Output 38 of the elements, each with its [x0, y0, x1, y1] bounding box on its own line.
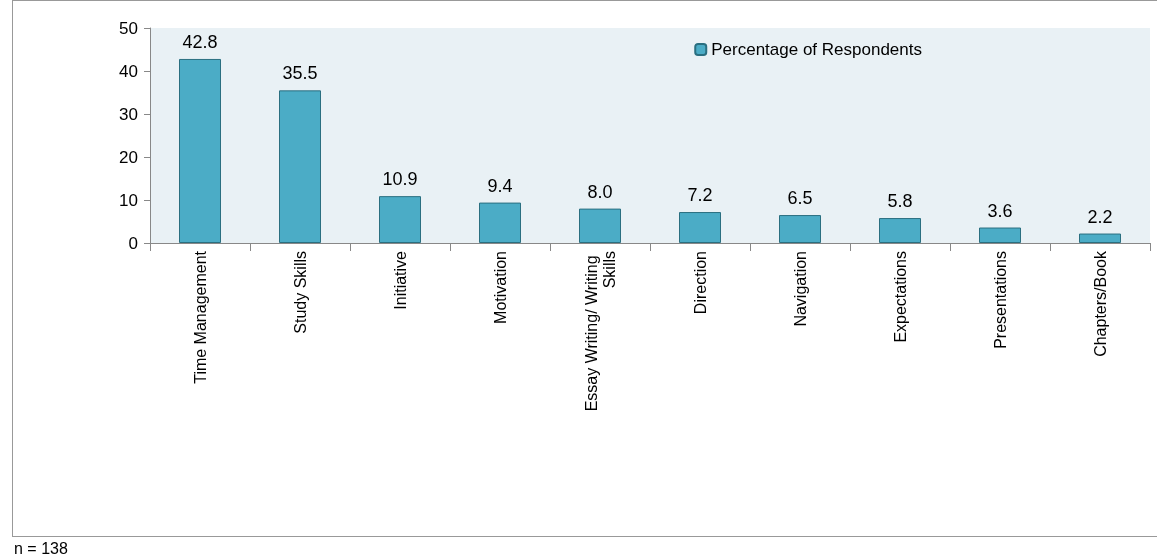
x-tick-label: Direction — [691, 251, 709, 315]
y-tick-label: 40 — [119, 61, 138, 81]
bar — [279, 90, 321, 243]
text: 35.5 — [282, 63, 318, 84]
text: 10.9 — [382, 169, 418, 190]
text: n = 138 — [14, 540, 68, 558]
bar — [379, 196, 421, 243]
y-tick-label: 10 — [119, 190, 138, 210]
bar — [779, 215, 821, 243]
y-tick-label: 50 — [119, 18, 138, 38]
legend-label: Percentage of Respondents — [711, 40, 923, 59]
text: 6.5 — [787, 188, 813, 209]
x-tick-label: Expectations — [891, 251, 909, 343]
bar — [479, 202, 521, 243]
bar — [579, 208, 621, 243]
text: 3.6 — [987, 200, 1013, 221]
bar — [1079, 233, 1121, 243]
bar — [679, 212, 721, 243]
text: 7.2 — [687, 185, 713, 206]
text: 8.0 — [587, 181, 613, 202]
bar — [879, 218, 921, 243]
y-tick-label: 20 — [119, 147, 138, 167]
x-tick-label: Essay Writing/ Writing Skills — [582, 251, 618, 412]
text: 42.8 — [182, 31, 218, 52]
text: 9.4 — [487, 175, 513, 196]
y-tick-label: 30 — [119, 104, 138, 124]
text: 5.8 — [887, 191, 913, 212]
x-tick-label: Time Management — [191, 250, 209, 384]
text: 2.2 — [1087, 206, 1113, 227]
x-tick-label: Chapters/Book — [1091, 250, 1109, 357]
x-tick-label: Presentations — [991, 251, 1009, 349]
x-tick-label: Navigation — [791, 251, 809, 327]
bar — [179, 58, 221, 243]
y-tick-label: 0 — [128, 233, 138, 253]
x-tick-label: Study Skills — [291, 251, 309, 334]
x-tick-label: Initiative — [391, 250, 409, 310]
x-tick-label: Motivation — [491, 251, 509, 324]
bar — [979, 227, 1021, 243]
